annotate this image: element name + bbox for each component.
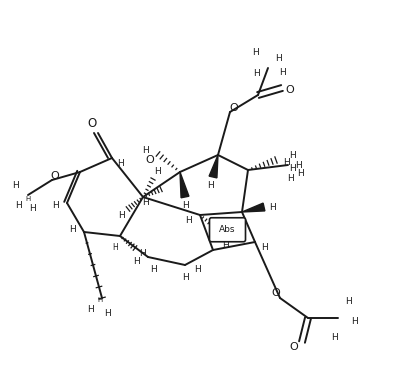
Text: H: H — [222, 240, 228, 249]
Text: H: H — [253, 68, 259, 77]
Text: H: H — [182, 272, 188, 282]
Text: H: H — [139, 249, 145, 259]
Text: H: H — [150, 265, 156, 273]
Text: H: H — [182, 201, 188, 209]
Text: H: H — [295, 161, 301, 169]
Text: H: H — [287, 174, 293, 182]
Text: O: O — [88, 117, 96, 130]
Text: O: O — [290, 342, 298, 352]
Text: H: H — [194, 266, 200, 275]
Text: H: H — [332, 333, 338, 343]
Text: H: H — [97, 297, 103, 303]
Text: O: O — [50, 171, 59, 181]
Text: H: H — [118, 211, 125, 219]
Text: H: H — [112, 243, 118, 252]
Text: H: H — [69, 225, 75, 233]
Text: H: H — [104, 309, 110, 317]
Text: H: H — [290, 151, 296, 159]
Polygon shape — [180, 172, 189, 198]
Text: H: H — [12, 181, 18, 189]
Text: H: H — [290, 164, 296, 172]
Text: H: H — [117, 158, 123, 168]
Text: H: H — [133, 258, 139, 266]
Text: H: H — [262, 242, 268, 252]
Text: H: H — [142, 198, 149, 206]
Text: H: H — [269, 202, 276, 212]
Text: H: H — [297, 168, 303, 178]
Text: O: O — [146, 155, 154, 165]
Text: H: H — [25, 196, 31, 202]
Text: H: H — [153, 166, 160, 175]
Polygon shape — [209, 155, 218, 178]
Polygon shape — [242, 203, 265, 212]
Text: O: O — [271, 288, 280, 298]
Text: H: H — [275, 54, 281, 63]
Text: H: H — [87, 306, 93, 314]
Text: H: H — [282, 158, 289, 166]
Text: H: H — [280, 67, 287, 77]
Text: O: O — [230, 103, 239, 113]
FancyBboxPatch shape — [210, 218, 245, 242]
Text: H: H — [252, 47, 258, 57]
Text: H: H — [142, 145, 149, 155]
Text: H: H — [185, 215, 191, 225]
Text: H: H — [352, 317, 359, 326]
Text: H: H — [28, 204, 35, 212]
Text: H: H — [52, 201, 58, 209]
Text: H: H — [15, 201, 22, 209]
Text: O: O — [286, 85, 294, 95]
Text: H: H — [207, 181, 213, 189]
Text: Abs: Abs — [219, 225, 236, 234]
Text: H: H — [345, 297, 351, 306]
Text: H: H — [221, 231, 228, 239]
